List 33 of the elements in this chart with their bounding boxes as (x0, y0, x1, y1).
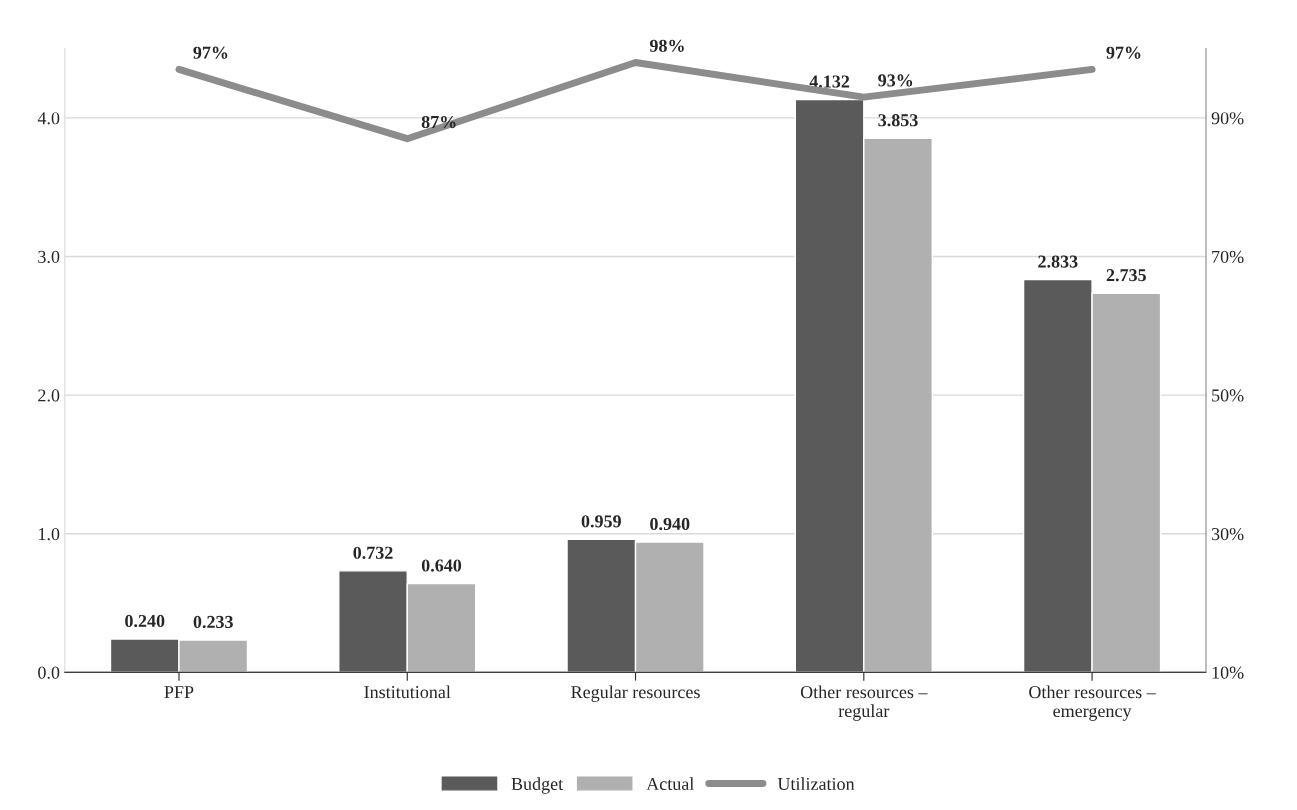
data-label: 2.735 (1106, 269, 1146, 282)
data-label: 2.833 (1038, 255, 1078, 268)
data-label: 0.940 (650, 517, 690, 531)
data-label: 93% (878, 74, 913, 87)
data-label: 98% (649, 39, 684, 52)
y2-tick-label: 10% (1212, 666, 1244, 679)
y-tick-label: 1.0 (39, 527, 60, 541)
y-tick-label: 2.0 (38, 389, 60, 402)
data-label: 97% (193, 46, 228, 59)
data-label: 0.959 (581, 515, 621, 528)
legend-label: Utilization (777, 777, 855, 791)
data-label: 0.240 (125, 614, 165, 628)
y-tick-label: 0.0 (38, 666, 60, 679)
data-label: 4.132 (809, 75, 850, 88)
x-tick-label: Regular resources (571, 685, 700, 702)
x-tick-label: Other resources – emergency (1029, 685, 1156, 721)
x-tick-label: Institutional (364, 685, 451, 699)
data-label: 87% (421, 115, 456, 129)
x-tick-label: PFP (164, 686, 194, 699)
data-label: 3.853 (878, 114, 918, 127)
x-tick-label: Other resources – regular (800, 685, 928, 721)
y2-tick-label: 50% (1212, 389, 1244, 402)
data-label: 0.640 (421, 559, 462, 572)
legend-label: Budget (511, 777, 564, 794)
legend-label: Actual (646, 777, 694, 791)
data-label: 97% (1106, 46, 1141, 59)
y-tick-label: 4.0 (37, 112, 60, 125)
y-tick-label: 3.0 (38, 250, 60, 264)
data-label: 0.732 (353, 546, 393, 559)
data-label: 0.233 (193, 615, 233, 629)
y2-tick-label: 90% (1211, 112, 1244, 125)
y2-tick-label: 70% (1212, 250, 1244, 263)
y2-tick-label: 30% (1211, 527, 1244, 541)
